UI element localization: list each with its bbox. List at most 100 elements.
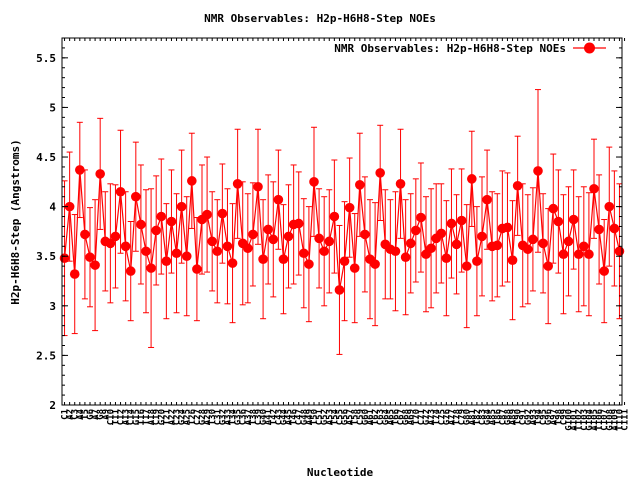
y-axis: 2 2.5 3 3.5 4 4.5 5 5.5 — [36, 37, 622, 412]
data-point — [232, 179, 243, 189]
x-tick-label: C12 — [117, 409, 127, 425]
data-point — [339, 256, 350, 266]
data-point — [283, 231, 294, 242]
x-tick-label: A9 — [101, 409, 111, 420]
x-tick-label: T5 — [81, 409, 91, 420]
data-point — [563, 236, 574, 247]
data-point — [131, 191, 141, 202]
legend: NMR Observables: H2p-H6H8-Step NOEs — [334, 42, 606, 55]
x-tick-label: A81 — [468, 409, 478, 425]
data-point — [502, 222, 513, 233]
series-line — [63, 169, 621, 291]
x-tick-label: T54 — [330, 408, 340, 425]
data-point — [461, 261, 472, 271]
x-tick-label: G104 — [585, 408, 595, 430]
data-point — [75, 165, 85, 175]
chart-title: NMR Observables: H2p-H6H8-Step NOEs — [204, 12, 436, 25]
data-point — [344, 202, 355, 213]
data-point — [151, 225, 161, 236]
x-tick-label: G24 — [178, 408, 188, 425]
data-point — [609, 223, 620, 234]
x-tick-label: A33 — [223, 409, 233, 425]
x-tick-label: T26 — [188, 409, 198, 425]
x-tick-label: C107 — [600, 409, 610, 431]
x-tick-label: A109 — [610, 409, 620, 431]
x-tick-label: A45 — [285, 409, 295, 425]
data-point — [146, 263, 156, 273]
data-point — [477, 231, 487, 242]
data-point — [278, 254, 289, 264]
data-point — [614, 246, 625, 257]
data-point — [456, 215, 467, 226]
x-tick-label: T78 — [453, 409, 463, 425]
data-point — [472, 256, 482, 266]
x-tick-label: T42 — [269, 409, 279, 425]
data-point — [273, 194, 284, 205]
x-tick-label: G68 — [402, 409, 412, 425]
x-tick-label: C51 — [315, 409, 325, 425]
x-tick-label: G28 — [198, 409, 208, 425]
x-tick-label: C75 — [437, 409, 447, 425]
x-tick-label: G84 — [483, 408, 493, 425]
data-point — [375, 168, 385, 178]
data-point — [324, 236, 335, 247]
data-point — [405, 238, 416, 249]
x-tick-label: C71 — [417, 409, 427, 425]
data-point — [334, 285, 345, 295]
data-point — [482, 194, 492, 205]
data-point — [253, 181, 263, 192]
data-point — [589, 183, 599, 194]
x-tick-label: G8 — [96, 409, 106, 420]
data-point — [573, 249, 584, 260]
x-tick-label: C59 — [356, 409, 366, 425]
data-point — [212, 246, 223, 257]
data-point — [568, 214, 579, 225]
legend-marker — [584, 42, 595, 54]
data-point — [512, 180, 523, 191]
x-tick-label: C36 — [239, 409, 249, 425]
x-tick-label: T30 — [208, 409, 218, 425]
x-tick-label: C99 — [559, 409, 569, 425]
x-tick-label: C39 — [254, 409, 264, 425]
data-point — [329, 211, 340, 222]
x-tick-label: G20 — [157, 409, 167, 425]
x-tick-label: A97 — [549, 409, 559, 425]
x-tick-label: G64 — [381, 408, 391, 425]
x-tick-label: T46 — [290, 409, 300, 425]
data-point — [222, 241, 233, 252]
data-point — [156, 211, 167, 222]
x-tick-label: A13 — [122, 409, 132, 425]
x-tick-label: G52 — [320, 409, 330, 425]
data-point — [441, 253, 452, 263]
x-tick-label: G92 — [524, 409, 534, 425]
x-tick-label: G72 — [422, 409, 432, 425]
data-point — [263, 224, 273, 235]
x-tick-label: A37 — [244, 409, 254, 425]
data-point — [309, 177, 319, 187]
x-tick-label: C91 — [519, 409, 529, 425]
data-point — [293, 218, 304, 229]
plot-frame — [61, 37, 623, 406]
x-tick-label: C23 — [173, 409, 183, 425]
x-tick-label: A25 — [183, 409, 193, 425]
data-point — [90, 260, 100, 270]
x-tick-label: T90 — [514, 409, 524, 425]
x-tick-label: T70 — [412, 409, 422, 425]
data-point — [299, 248, 309, 259]
x-tick-label: C79 — [458, 409, 468, 425]
data-point — [120, 241, 131, 252]
x-tick-label: T11 — [111, 409, 121, 425]
x-tick-label: G48 — [300, 409, 310, 425]
x-tick-label: T102 — [575, 409, 585, 431]
data-point — [105, 238, 116, 249]
data-point — [304, 259, 314, 269]
data-point — [553, 216, 564, 227]
x-tick-label: A4 — [76, 408, 86, 419]
x-tick-label: T16 — [137, 409, 147, 425]
data-point — [227, 258, 238, 268]
x-tick-label: C103 — [580, 409, 590, 431]
y-tick-label: 2 — [49, 399, 56, 412]
data-point — [268, 234, 279, 245]
x-tick-label: A77 — [447, 409, 457, 425]
